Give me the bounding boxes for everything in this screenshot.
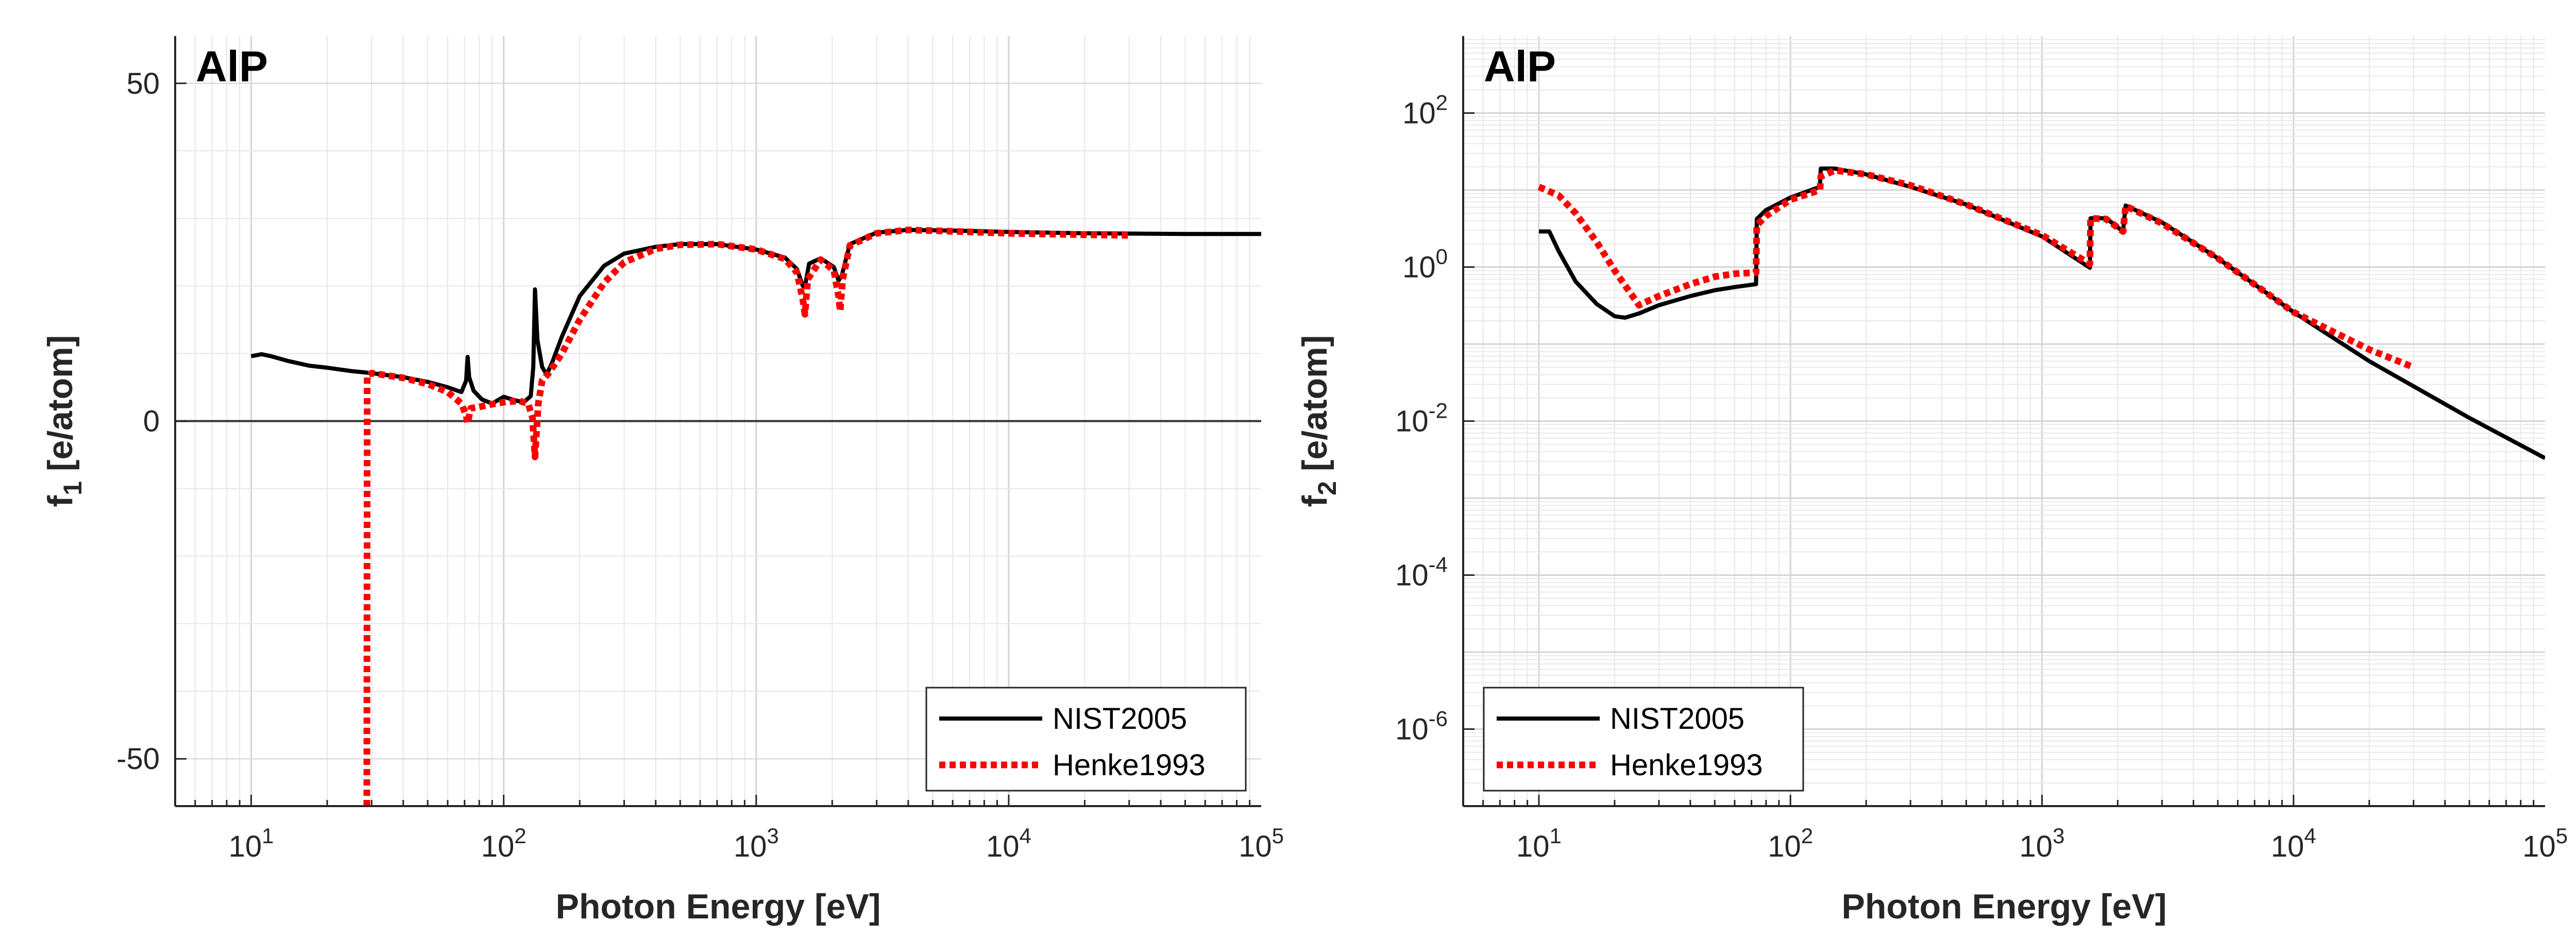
- y-tick-label: 50: [126, 67, 160, 100]
- legend-label: NIST2005: [1610, 702, 1744, 736]
- x-axis-label: Photon Energy [eV]: [556, 887, 881, 926]
- series-henke1993-line: [363, 226, 1129, 806]
- legend: NIST2005 Henke1993: [1483, 687, 1804, 792]
- x-tick-label: 104: [2271, 824, 2316, 863]
- x-tick-label: 105: [2522, 824, 2568, 863]
- x-tick-label: 103: [2020, 824, 2065, 863]
- x-tick-label: 104: [986, 824, 1031, 863]
- y-axis-label: f1 [e/atom]: [41, 335, 87, 507]
- y-tick-label: 10-4: [1395, 553, 1448, 592]
- y-axis-label: f2 [e/atom]: [1295, 335, 1342, 507]
- x-tick-label: 102: [1768, 824, 1813, 863]
- y-tick-label: -50: [116, 742, 160, 776]
- x-tick-label: 105: [1239, 824, 1284, 863]
- y-tick-label: 100: [1402, 245, 1448, 284]
- y-tick-label: 10-2: [1395, 399, 1448, 438]
- panel-label: AlP: [1484, 42, 1556, 91]
- x-tick-label: 101: [1516, 824, 1562, 863]
- legend-box: [1483, 687, 1804, 792]
- series-henke1993-line: [1537, 167, 2415, 371]
- x-tick-label: 103: [734, 824, 779, 863]
- x-tick-label: 101: [229, 824, 274, 863]
- legend: NIST2005 Henke1993: [925, 687, 1247, 792]
- y-tick-label: 0: [143, 405, 160, 438]
- legend-label: Henke1993: [1053, 748, 1206, 782]
- y-tick-label: 102: [1402, 91, 1448, 130]
- legend-label: Henke1993: [1610, 748, 1763, 782]
- panel-2: 101 102 103 104 105 102 100 10-2 10-4 10-6 AlP Phot…: [1295, 36, 2568, 926]
- panel-1: 101 102 103 104 105 50 0 -50 AlP Photon Energy [e…: [41, 36, 1284, 926]
- x-axis-label: Photon Energy [eV]: [1842, 887, 2167, 926]
- panel-label: AlP: [196, 42, 268, 91]
- legend-box: [925, 687, 1247, 792]
- legend-label: NIST2005: [1053, 702, 1187, 736]
- x-tick-label: 102: [481, 824, 527, 863]
- y-tick-label: 10-6: [1395, 707, 1448, 746]
